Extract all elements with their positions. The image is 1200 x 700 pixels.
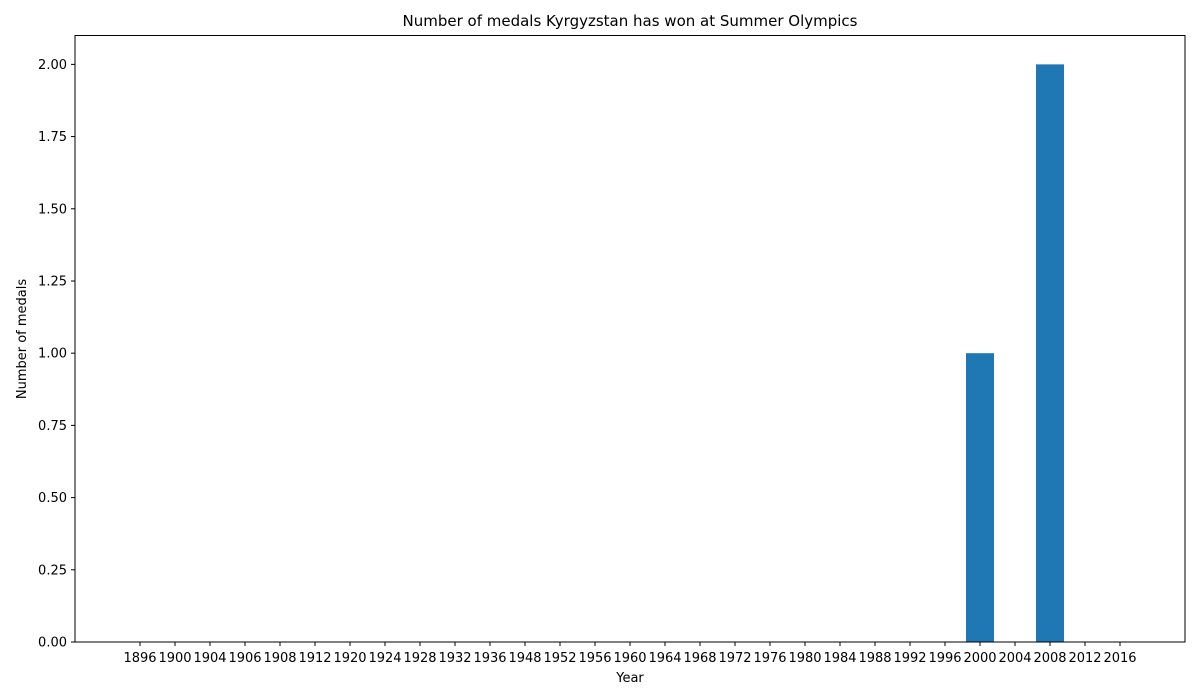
x-tick-label: 1928 xyxy=(403,651,436,666)
x-tick-label: 2008 xyxy=(1033,651,1066,666)
x-tick-label: 1896 xyxy=(123,651,156,666)
x-tick-label: 1992 xyxy=(893,651,926,666)
x-tick-label: 1912 xyxy=(298,651,331,666)
x-tick-label: 1924 xyxy=(368,651,401,666)
x-tick-label: 1964 xyxy=(648,651,681,666)
x-tick-label: 1996 xyxy=(928,651,961,666)
x-tick-label: 1988 xyxy=(858,651,891,666)
x-tick-label: 1920 xyxy=(333,651,366,666)
x-tick-label: 1976 xyxy=(753,651,786,666)
y-tick-label: 0.00 xyxy=(38,636,67,651)
bar-2000 xyxy=(966,353,994,642)
x-tick-label: 1948 xyxy=(508,651,541,666)
x-tick-label: 1908 xyxy=(263,651,296,666)
y-tick-label: 0.50 xyxy=(38,491,67,506)
x-tick-label: 2004 xyxy=(998,651,1031,666)
y-tick-label: 2.00 xyxy=(38,58,67,73)
y-tick-label: 1.50 xyxy=(38,202,67,217)
y-tick-label: 1.25 xyxy=(38,274,67,289)
y-axis-title: Number of medals xyxy=(15,279,30,400)
chart-title: Number of medals Kyrgyzstan has won at S… xyxy=(403,12,858,30)
plot-frame xyxy=(74,35,1186,643)
x-tick-label: 1968 xyxy=(683,651,716,666)
x-tick-label: 2012 xyxy=(1068,651,1101,666)
x-tick-label: 1932 xyxy=(438,651,471,666)
bars-group xyxy=(966,64,1064,642)
x-tick-label: 1960 xyxy=(613,651,646,666)
x-tick-label: 2016 xyxy=(1103,651,1136,666)
x-tick-label: 2000 xyxy=(963,651,996,666)
x-tick-label: 1936 xyxy=(473,651,506,666)
x-tick-label: 1900 xyxy=(158,651,191,666)
x-tick-label: 1972 xyxy=(718,651,751,666)
x-tick-label: 1984 xyxy=(823,651,856,666)
x-tick-label: 1906 xyxy=(228,651,261,666)
x-tick-label: 1904 xyxy=(193,651,226,666)
y-tick-label: 1.75 xyxy=(38,130,67,145)
x-tick-label: 1956 xyxy=(578,651,611,666)
x-axis-ticks: 1896 1900 1904 1906 1908 1912 1920 1924 1928 1932… xyxy=(123,642,1137,666)
y-axis-ticks: 0.00 0.25 0.50 0.75 1.00 1.25 1.50 1.75 2.00 xyxy=(38,58,75,651)
y-tick-label: 1.00 xyxy=(38,347,67,362)
bar-2008 xyxy=(1036,64,1064,642)
x-axis-title: Year xyxy=(615,671,644,686)
x-tick-label: 1980 xyxy=(788,651,821,666)
y-tick-label: 0.25 xyxy=(38,563,67,578)
y-tick-label: 0.75 xyxy=(38,419,67,434)
x-tick-label: 1952 xyxy=(543,651,576,666)
